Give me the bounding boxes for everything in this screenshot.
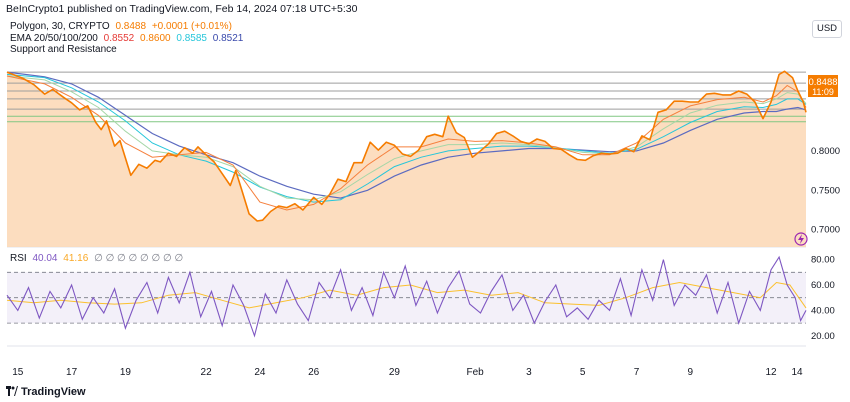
countdown-text: 11:09 <box>812 87 834 97</box>
rsi-pane <box>6 255 807 338</box>
brand-name: TradingView <box>21 386 86 398</box>
time-axis: 15 17 19 22 24 26 29 Feb 3 5 7 9 12 14 <box>12 367 803 378</box>
lightning-icon[interactable] <box>794 232 808 246</box>
ema-label: EMA 20/50/100/200 <box>10 33 98 44</box>
rsi-label: RSI <box>10 253 27 264</box>
rsi-legend: RSI 40.04 41.16 ∅ ∅ ∅ ∅ ∅ ∅ ∅ ∅ <box>10 253 186 264</box>
rsi-tick-label: 80.00 <box>811 255 835 266</box>
price-line <box>6 70 807 222</box>
ema100-line <box>6 73 807 203</box>
time-tick-label: 24 <box>254 367 266 378</box>
tradingview-icon <box>6 386 18 396</box>
ema20-line <box>6 75 807 211</box>
price-area <box>7 71 806 247</box>
rsi-tick-label: 60.00 <box>811 280 835 291</box>
price-pane <box>6 70 807 247</box>
symbol-legend: Polygon, 30, CRYPTO 0.8488 +0.0001 (+0.0… <box>10 21 235 32</box>
time-tick-label: 22 <box>201 367 213 378</box>
price-tick-label: 0.7500 <box>811 185 840 196</box>
published-caption: BeInCrypto1 published on TradingView.com… <box>6 3 358 15</box>
price-tick-label: 0.7000 <box>811 225 840 236</box>
rsi-line <box>6 255 807 338</box>
rsi-tick-label: 40.00 <box>811 305 835 316</box>
ema50-value: 0.8600 <box>140 33 171 44</box>
price-tick-label: 0.8000 <box>811 146 840 157</box>
last-price-text: 0.8488 <box>808 77 837 88</box>
time-tick-label: 7 <box>634 367 640 378</box>
last-price-tag <box>808 75 838 97</box>
time-tick-label: 14 <box>791 367 803 378</box>
support-resistance-label: Support and Resistance <box>10 44 117 55</box>
rsi-hidden-values: ∅ ∅ ∅ ∅ ∅ ∅ ∅ ∅ <box>94 253 184 264</box>
time-tick-label: 17 <box>66 367 78 378</box>
symbol-title: Polygon, 30, CRYPTO <box>10 21 110 32</box>
ema200-value: 0.8521 <box>212 33 244 44</box>
ema200-line <box>6 71 807 199</box>
rsi-tick-label: 20.00 <box>811 331 835 342</box>
rsi-ma-line <box>6 281 807 309</box>
rsi-ma-value: 41.16 <box>63 253 89 264</box>
currency-button[interactable]: USD <box>812 20 842 38</box>
price-labels: 0.8488 11:09 <box>808 75 838 97</box>
time-tick-label: 29 <box>389 367 401 378</box>
time-tick-label: 19 <box>120 367 132 378</box>
price-axis: 0.8000 0.7500 0.7000 80.00 60.00 40.00 20.00 <box>811 146 840 342</box>
time-tick-label: 5 <box>580 367 586 378</box>
time-tick-label: 9 <box>688 367 694 378</box>
time-tick-label: 26 <box>308 367 320 378</box>
ema50-line <box>6 75 807 201</box>
rsi-value: 40.04 <box>32 253 58 264</box>
symbol-price: 0.8488 <box>115 21 147 32</box>
time-tick-label: 3 <box>526 367 532 378</box>
time-tick-label: Feb <box>466 367 484 378</box>
time-tick-label: 12 <box>765 367 777 378</box>
ema100-value: 0.8585 <box>176 33 207 44</box>
ema-legend: EMA 20/50/100/200 0.8552 0.8600 0.8585 0… <box>10 33 246 44</box>
symbol-change: +0.0001 (+0.01%) <box>151 21 232 32</box>
time-tick-label: 15 <box>12 367 24 378</box>
ema20-value: 0.8552 <box>103 33 135 44</box>
tradingview-logo: TradingView <box>6 385 86 398</box>
